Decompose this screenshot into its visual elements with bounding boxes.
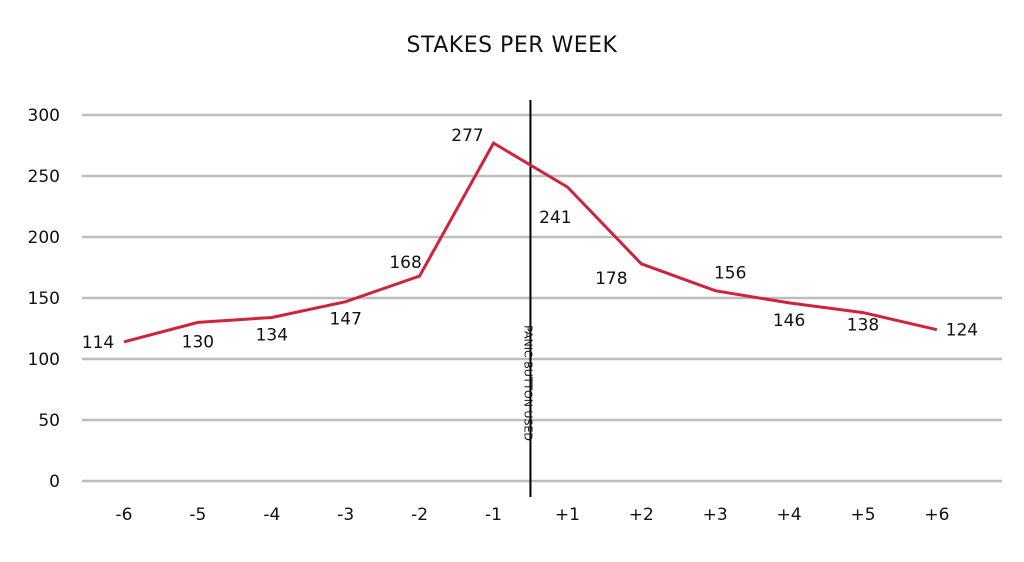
x-tick-label: +3 — [703, 505, 728, 525]
data-label: 168 — [389, 253, 421, 273]
series-line — [123, 141, 938, 344]
x-tick-label: -4 — [263, 505, 280, 525]
y-tick-label: 200 — [28, 228, 60, 248]
data-label: 124 — [946, 321, 978, 341]
x-tick-label: -3 — [337, 505, 354, 525]
gridlines — [82, 113, 1002, 483]
data-label: 114 — [82, 333, 114, 353]
data-label: 146 — [773, 311, 805, 331]
x-tick-label: -5 — [189, 505, 206, 525]
data-labels: 114 130 134 147 168 277 241 178 156 146 138 124 — [82, 126, 978, 353]
y-axis-ticks: 0 50 100 150 200 250 300 — [28, 106, 60, 492]
y-tick-label: 150 — [28, 289, 60, 309]
data-label: 241 — [539, 208, 571, 228]
data-label: 138 — [847, 316, 879, 336]
data-label: 277 — [451, 126, 483, 146]
x-tick-label: +4 — [777, 505, 802, 525]
data-label: 156 — [714, 264, 746, 284]
y-tick-label: 250 — [28, 167, 60, 187]
data-label: 130 — [182, 332, 214, 352]
panic-button-annotation: PANIC BUTTON USED — [521, 325, 534, 441]
x-tick-label: -2 — [411, 505, 428, 525]
x-tick-label: +6 — [924, 505, 949, 525]
y-tick-label: 300 — [28, 106, 60, 126]
x-tick-label: -1 — [485, 505, 502, 525]
chart-title: STAKES PER WEEK — [407, 33, 618, 58]
data-label: 147 — [329, 310, 361, 330]
y-tick-label: 50 — [38, 411, 60, 431]
y-tick-label: 0 — [49, 472, 60, 492]
x-tick-label: +2 — [629, 505, 654, 525]
x-tick-label: +1 — [555, 505, 580, 525]
data-label: 134 — [256, 326, 288, 346]
x-axis-ticks: -6 -5 -4 -3 -2 -1 +1 +2 +3 +4 +5 +6 — [116, 505, 950, 525]
x-tick-label: -6 — [116, 505, 133, 525]
y-tick-label: 100 — [28, 350, 60, 370]
data-label: 178 — [595, 269, 627, 289]
x-tick-label: +5 — [850, 505, 875, 525]
